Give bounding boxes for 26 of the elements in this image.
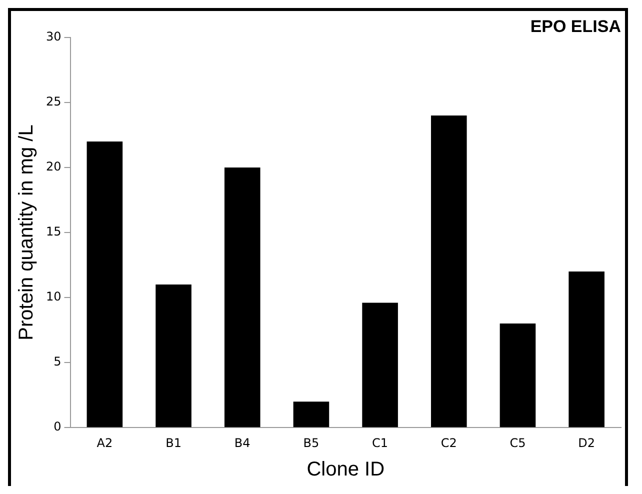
x-axis-title: Clone ID [306,458,385,481]
x-tick-label: D2 [578,436,596,450]
x-tick-label: C2 [440,436,457,450]
bar [156,284,192,428]
y-tick-label: 0 [54,420,62,434]
y-tick-label: 25 [46,94,62,109]
x-tick-label: C5 [510,436,526,450]
x-tick-label: B5 [303,436,320,450]
bar [362,302,398,428]
bar [500,324,536,428]
bar [224,167,260,428]
y-tick-label: 15 [46,224,62,239]
chart-title: EPO ELISA [530,16,621,36]
bar [293,402,330,428]
y-tick-label: 5 [54,354,62,369]
y-tick-label: 10 [46,290,62,304]
x-tick-label: B1 [166,436,182,450]
y-tick-label: 30 [46,30,62,44]
bar [568,272,604,428]
bar [86,141,123,428]
x-tick-label: B4 [234,436,250,450]
x-tick-label: C1 [372,436,388,450]
y-tick-label: 20 [46,160,62,174]
y-axis-title: Protein quantity in mg /L [16,124,38,340]
x-tick-label: A2 [96,436,113,450]
bar [431,115,467,428]
